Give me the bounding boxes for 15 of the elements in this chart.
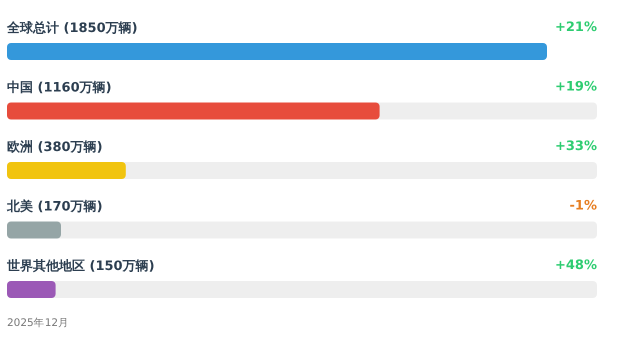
bar	[7, 281, 56, 298]
text: +33%	[554, 139, 597, 154]
bar	[7, 222, 61, 238]
y-tick-label: 中国 (1160万辆)	[7, 80, 112, 96]
text: +48%	[554, 258, 597, 273]
y-tick-label: 北美 (170万辆)	[6, 198, 103, 214]
bar	[7, 162, 126, 179]
y-tick-label: 全球总计 (1850万辆)	[6, 20, 138, 36]
text: +21%	[554, 20, 597, 35]
text: -1%	[570, 198, 597, 214]
y-tick-label: 世界其他地区 (150万辆)	[6, 259, 155, 274]
bar	[7, 43, 547, 60]
y-tick-label: 欧洲 (380万辆)	[7, 140, 103, 155]
text: +19%	[554, 80, 597, 94]
text: 2025年12月	[7, 317, 70, 329]
